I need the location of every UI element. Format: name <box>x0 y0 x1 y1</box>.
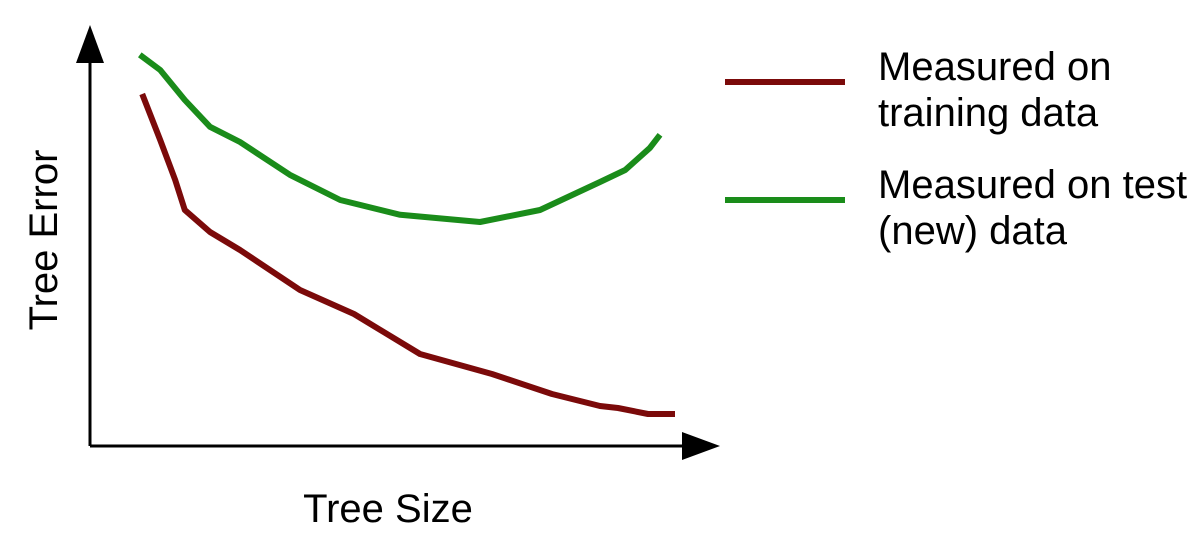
y-arrow <box>76 25 104 63</box>
x-arrow <box>682 432 720 460</box>
line <box>138 52 663 225</box>
y-axis-label: Tree Error <box>22 150 66 331</box>
x-axis-label: Tree Size <box>303 487 473 531</box>
legend-label: Measured on training data <box>878 45 1112 135</box>
legend-label: Measured on test (new) data <box>878 163 1188 253</box>
line <box>139 92 675 417</box>
